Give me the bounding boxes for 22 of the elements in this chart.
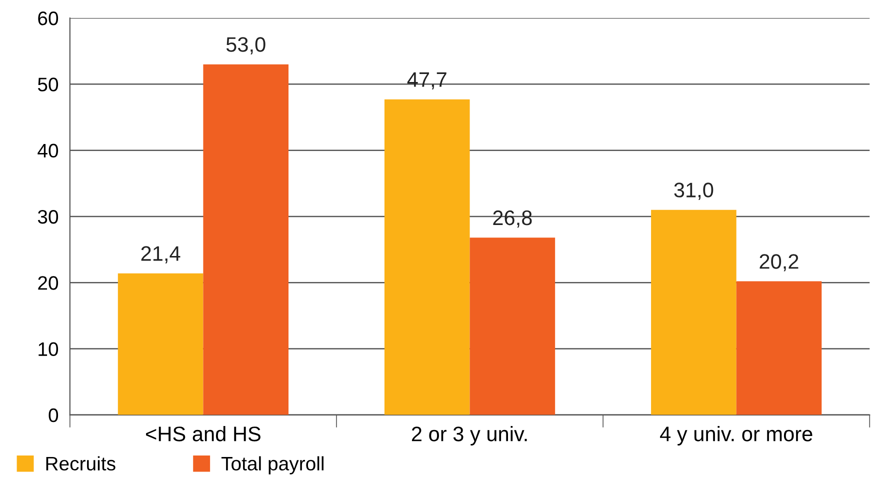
bar: [118, 273, 204, 415]
x-tick-label: 2 or 3 y univ.: [412, 426, 527, 446]
legend-label: Total payroll: [221, 456, 324, 474]
y-tick-label: 20: [38, 276, 58, 290]
bar: [651, 210, 736, 415]
data-label: 31,0: [674, 182, 714, 200]
data-label: 21,4: [141, 246, 180, 264]
legend-label: Recruits: [46, 456, 116, 471]
y-tick-label: 60: [38, 11, 58, 26]
x-tick-label: <HS and HS: [146, 426, 260, 442]
y-tick-label: 40: [38, 144, 58, 158]
data-label: 20,2: [760, 254, 798, 272]
data-label: 53,0: [226, 37, 266, 54]
y-tick-label: 10: [38, 342, 58, 356]
bar: [736, 281, 822, 415]
bar: [470, 238, 556, 415]
bar: [384, 99, 470, 415]
y-tick-label: 0: [48, 408, 58, 422]
x-tick-label: 4 y univ. or more: [660, 426, 812, 446]
y-tick-label: 50: [38, 78, 58, 92]
bar: [203, 64, 289, 415]
y-tick-label: 30: [38, 210, 58, 224]
